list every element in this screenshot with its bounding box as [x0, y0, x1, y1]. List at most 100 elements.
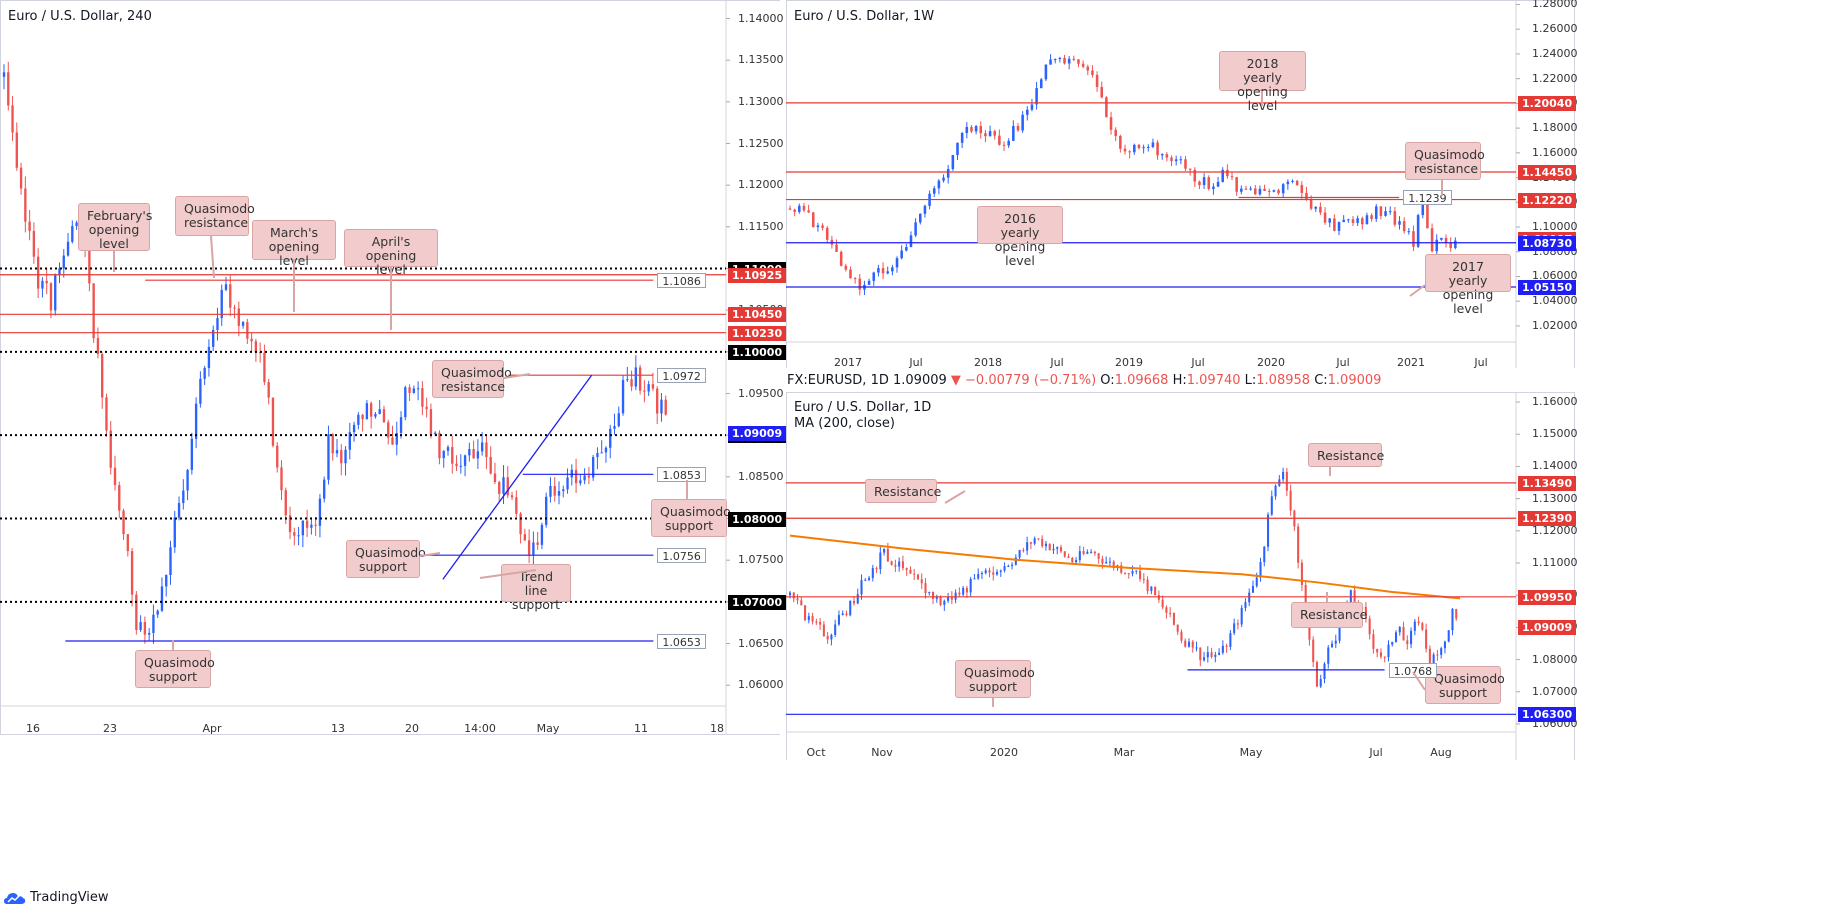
h4-x-tick: 23 [103, 722, 117, 735]
h4-chart-panel[interactable]: Euro / U.S. Dollar, 240 [0, 0, 780, 737]
candle-body [314, 524, 317, 526]
candle-body [237, 308, 240, 326]
candle-body [96, 338, 100, 355]
candle-body [1328, 218, 1332, 223]
candle-body [323, 479, 326, 499]
candle-body [1016, 126, 1020, 131]
h4-chart-svg[interactable] [0, 0, 780, 737]
candle-body [468, 449, 471, 456]
candle-body [233, 307, 236, 309]
candle-body [804, 605, 807, 621]
candle-body [1095, 74, 1099, 88]
candle-body [1081, 63, 1085, 67]
candle-body [1229, 633, 1232, 647]
weekly-frame [786, 0, 1575, 368]
candle-body [1078, 551, 1081, 561]
candle-body [1157, 595, 1160, 600]
candle-body [815, 621, 818, 623]
weekly-y-tick: 1.10000 [1532, 220, 1578, 234]
candle-body [807, 210, 810, 213]
weekly-chart-panel[interactable]: Euro / U.S. Dollar, 1W [786, 0, 1824, 368]
candle-body [1281, 184, 1285, 194]
candle-body [879, 552, 882, 570]
candle-body [1142, 579, 1145, 581]
close-label: C: [1314, 373, 1328, 388]
candle-body [24, 188, 27, 222]
candle-body [579, 480, 582, 484]
candle-body [950, 596, 953, 600]
candle-body [822, 624, 825, 636]
daily-x-tick: May [1239, 746, 1263, 759]
weekly-chart-svg[interactable] [786, 0, 1824, 368]
candle-body [1300, 185, 1304, 193]
candle-body [1255, 577, 1258, 587]
candle-body [416, 388, 420, 390]
candle-body [960, 133, 964, 143]
candle-body [890, 561, 893, 565]
tradingview-label: TradingView [30, 890, 109, 905]
h4-price-label: 1.0972 [657, 368, 706, 384]
candle-body [1137, 144, 1141, 149]
daily-y-tick: 1.11000 [1532, 556, 1578, 569]
candle-body [1289, 490, 1292, 511]
candle-body [980, 573, 984, 575]
candle-body [651, 384, 655, 389]
candle-body [1021, 114, 1024, 131]
daily-chart-panel[interactable]: Euro / U.S. Dollar, 1D MA (200, close) [786, 392, 1824, 760]
candle-body [378, 409, 381, 414]
candle-body [62, 255, 65, 269]
candle-body [891, 267, 894, 272]
candle-body [1131, 571, 1134, 574]
tradingview-logo[interactable]: TradingView [4, 890, 109, 905]
candle-body [1391, 641, 1394, 645]
candle-body [1387, 644, 1390, 658]
candle-body [1180, 631, 1183, 641]
candle-body [1176, 624, 1179, 632]
weekly-x-tick: 2018 [974, 356, 1002, 369]
candle-body [807, 616, 810, 621]
candle-body [301, 520, 305, 536]
candle-body [28, 221, 31, 231]
candle-body [173, 517, 176, 548]
candle-body [1030, 104, 1034, 110]
low-label: L: [1244, 373, 1257, 388]
price-change: ▼ −0.00779 (−0.71%) [950, 373, 1097, 388]
daily-chart-svg[interactable] [786, 392, 1824, 760]
candle-body [425, 406, 428, 410]
candle-body [446, 447, 450, 451]
candle-body [152, 614, 155, 633]
h4-x-tick: 13 [331, 722, 345, 735]
candle-body [109, 430, 112, 468]
candle-body [118, 485, 121, 511]
candle-body [570, 469, 573, 478]
candle-body [1053, 59, 1057, 61]
candle-body [352, 424, 356, 433]
h4-y-tick: 1.06500 [738, 636, 784, 650]
annotation-february-opening: February's opening level [78, 203, 152, 251]
candle-body [250, 338, 253, 342]
candle-body [1323, 212, 1327, 223]
candle-body [566, 477, 569, 490]
low-value: 1.08958 [1256, 373, 1311, 388]
candle-body [246, 322, 249, 339]
candle-body [66, 241, 70, 256]
daily-chart-title: Euro / U.S. Dollar, 1D [794, 400, 932, 415]
candle-body [788, 592, 792, 596]
weekly-x-tick: Jul [1191, 356, 1205, 369]
h4-y-tick: 1.07500 [738, 553, 784, 567]
candle-body [254, 341, 258, 353]
h4-y-tick: 1.12000 [738, 178, 784, 192]
candle-body [1407, 231, 1411, 233]
candle-body [1240, 188, 1243, 192]
candle-body [318, 498, 322, 526]
candle-body [387, 422, 390, 438]
candle-body [502, 477, 505, 494]
daily-price-label: 1.12390 [1518, 511, 1577, 527]
candle-body [1333, 218, 1336, 231]
candle-body [493, 473, 497, 483]
candle-body [476, 451, 480, 459]
candle-body [271, 397, 275, 446]
candle-body [1156, 142, 1159, 156]
candle-body [1402, 627, 1405, 641]
candle-body [1146, 579, 1149, 592]
